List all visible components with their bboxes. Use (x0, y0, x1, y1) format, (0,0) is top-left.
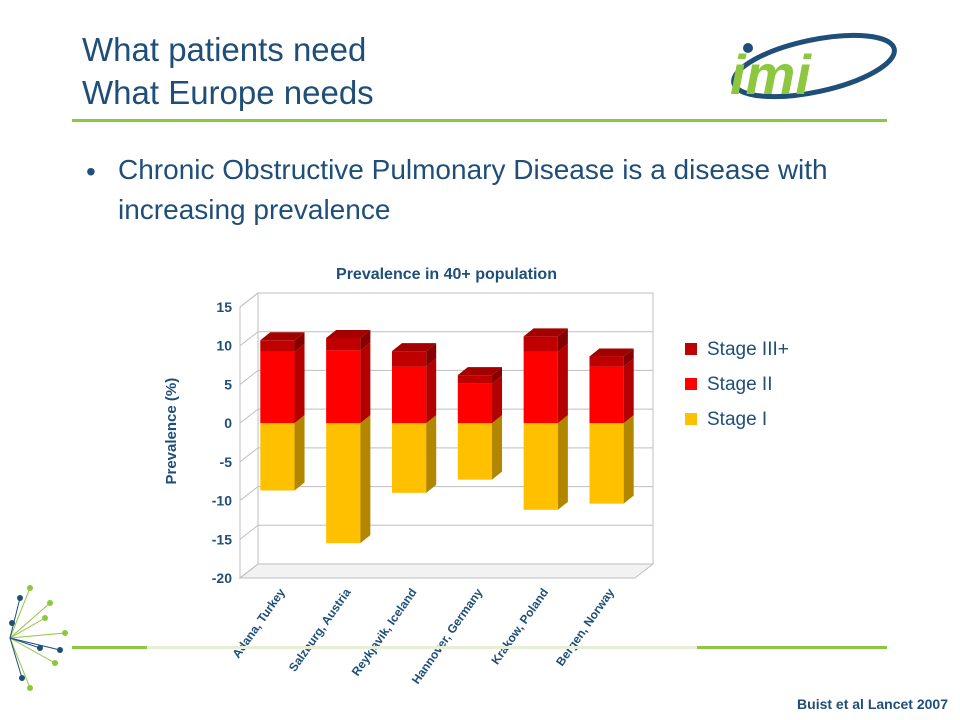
bar-stage-ii (589, 366, 624, 424)
legend-label: Stage I (707, 409, 767, 430)
plot-back-wall (257, 292, 654, 565)
footer-divider-right (697, 646, 887, 649)
legend-swatch (685, 378, 697, 390)
gridline (239, 331, 653, 347)
gridline (239, 408, 653, 424)
bar-stage-i-side (294, 415, 305, 491)
footer-divider-mid (147, 646, 697, 649)
y-tick-label: 0 (224, 415, 232, 431)
gridline (239, 524, 653, 540)
imi-logo: imi (730, 32, 897, 106)
chart-title: Prevalence in 40+ population (336, 266, 557, 283)
legend-label: Stage II (707, 374, 773, 395)
bar-stage-ii-side (360, 342, 371, 424)
bar-stage-iii-top (523, 328, 568, 337)
bar-stage-iii-side (557, 328, 568, 352)
x-tick-label: Salzburg, Austria (286, 585, 354, 674)
y-axis-label: Prevalence (%) (163, 378, 180, 485)
bar-stage-iii (523, 336, 558, 352)
title-line-1: What patients need (82, 31, 367, 68)
x-tick-label: Krakow, Poland (488, 586, 551, 667)
bar-stage-iii (457, 375, 493, 384)
bar-stage-iii-top (391, 343, 437, 352)
bar-stage-iii-top (457, 367, 503, 376)
plot-floor (238, 563, 655, 579)
prevalence-chart: Prevalence in 40+ population 15 10 5 0 -5 -10 -… (163, 266, 789, 685)
bar-stage-iii (326, 337, 361, 351)
title-line-2: What Europe needs (82, 74, 374, 111)
gridline (239, 447, 653, 463)
bar-stage-iii-side (294, 332, 305, 352)
gridline (239, 563, 653, 579)
svg-text:imi: imi (730, 43, 812, 106)
bar-stage-i (391, 423, 427, 493)
bar-stage-iii (589, 356, 624, 367)
bar-stage-ii-side (623, 358, 634, 424)
bar-stage-ii-side (294, 343, 305, 424)
bar-stage-iii (391, 351, 427, 367)
bar-stage-iii-side (492, 367, 503, 384)
bar-stage-iii-side (426, 343, 437, 367)
bar-stage-i-side (623, 415, 634, 504)
bar-stage-ii (260, 351, 295, 424)
bar-stage-i (326, 423, 361, 544)
x-tick-label: Adana, Turkey (229, 585, 288, 660)
y-tick-label: -5 (220, 454, 233, 470)
y-tick-label: 5 (224, 376, 232, 392)
bar-stage-iii-side (360, 329, 371, 351)
bar-stage-ii (523, 351, 558, 424)
y-tick-label: 15 (216, 299, 232, 315)
bar-stage-iii-side (623, 348, 634, 367)
bar-stage-iii-top (260, 332, 305, 341)
bar-stage-ii (457, 383, 493, 424)
footer-divider-left (72, 646, 147, 649)
legend-swatch (685, 413, 697, 425)
bar-stage-i-side (492, 415, 503, 480)
gridline (239, 486, 653, 501)
bullet-text: Chronic Obstructive Pulmonary Disease is… (118, 154, 828, 225)
bullet-dot: • (86, 156, 96, 187)
y-tick-label: 10 (216, 338, 232, 354)
gridline (239, 292, 653, 308)
plot-side-wall (239, 291, 259, 580)
bar-stage-i (589, 423, 624, 504)
x-tick-label: Bergen, Norway (553, 585, 617, 668)
bar-stage-i-side (426, 415, 437, 493)
y-tick-label: -10 (212, 493, 232, 509)
bar-stage-ii (326, 350, 361, 424)
network-graphic (9, 585, 68, 691)
citation: Buist et al Lancet 2007 (797, 696, 948, 712)
x-tick-label: Hannover, Germany (409, 585, 486, 685)
y-tick-label: -20 (212, 570, 232, 586)
bar-stage-i (457, 423, 493, 480)
bar-stage-ii (391, 366, 427, 424)
x-tick-label: Reykjavik, Iceland (349, 586, 420, 679)
bar-stage-ii-side (426, 358, 437, 424)
bar-stage-iii-top (326, 329, 371, 338)
bar-stage-ii-side (492, 375, 503, 424)
gridline (239, 369, 653, 385)
title-divider (72, 119, 887, 122)
legend-label: Stage III+ (707, 339, 789, 360)
bar-stage-i-side (557, 415, 568, 510)
bar-stage-iii-top (589, 348, 634, 357)
y-tick-label: -15 (212, 531, 232, 547)
bar-stage-iii (260, 340, 295, 352)
bar-stage-i-side (360, 415, 371, 544)
bar-stage-i (260, 423, 295, 491)
slide-title: What patients need What Europe needs (82, 28, 374, 114)
bar-stage-ii-side (557, 343, 568, 424)
legend-swatch (685, 343, 697, 355)
bar-stage-i (523, 423, 558, 510)
